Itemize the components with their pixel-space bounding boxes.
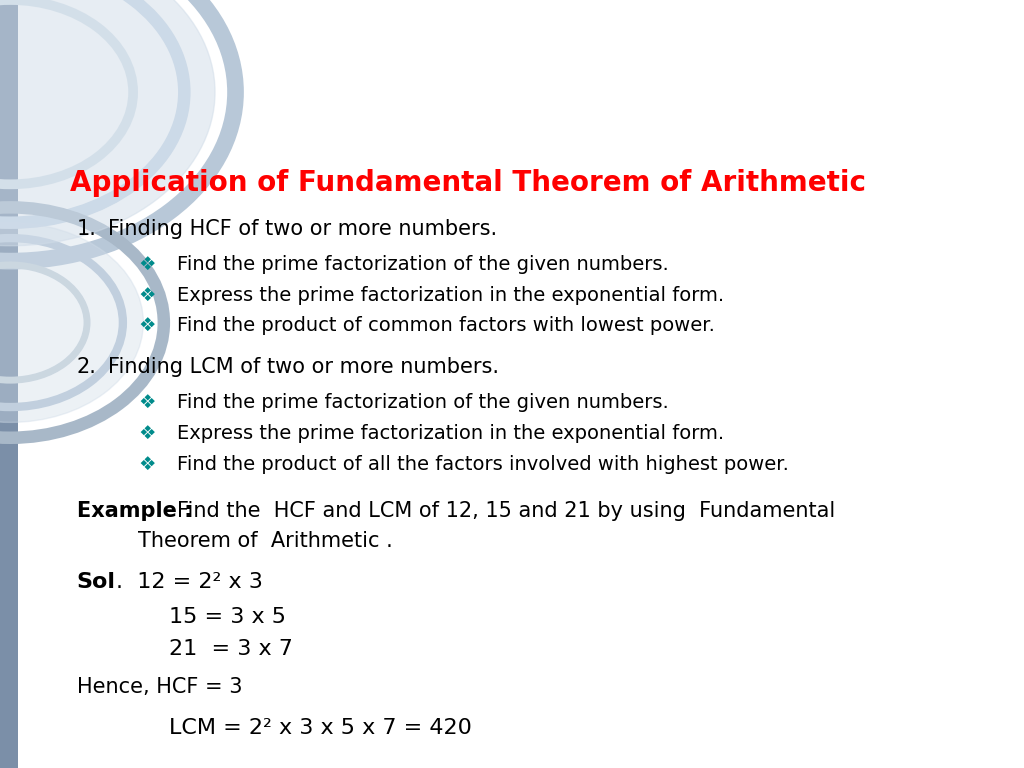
Text: Finding LCM of two or more numbers.: Finding LCM of two or more numbers. xyxy=(108,357,499,377)
Text: Find the prime factorization of the given numbers.: Find the prime factorization of the give… xyxy=(177,393,669,412)
Text: 1.: 1. xyxy=(77,219,96,239)
Circle shape xyxy=(0,0,215,246)
Text: Find the product of all the factors involved with highest power.: Find the product of all the factors invo… xyxy=(177,455,790,474)
Text: Application of Fundamental Theorem of Arithmetic: Application of Fundamental Theorem of Ar… xyxy=(70,169,865,197)
Text: Sol: Sol xyxy=(77,572,116,592)
FancyBboxPatch shape xyxy=(0,0,18,768)
Text: ❖: ❖ xyxy=(138,424,156,443)
Text: 21  = 3 x 7: 21 = 3 x 7 xyxy=(169,639,293,659)
Text: Find the product of common factors with lowest power.: Find the product of common factors with … xyxy=(177,316,715,336)
Text: Hence, HCF = 3: Hence, HCF = 3 xyxy=(77,677,243,697)
Circle shape xyxy=(0,223,143,422)
Text: ❖: ❖ xyxy=(138,286,156,305)
Text: 15 = 3 x 5: 15 = 3 x 5 xyxy=(169,607,286,627)
Text: ❖: ❖ xyxy=(138,316,156,336)
Text: Express the prime factorization in the exponential form.: Express the prime factorization in the e… xyxy=(177,286,724,305)
Text: ❖: ❖ xyxy=(138,455,156,474)
Text: .  12 = 2² x 3: . 12 = 2² x 3 xyxy=(116,572,262,592)
Text: Find the  HCF and LCM of 12, 15 and 21 by using  Fundamental: Find the HCF and LCM of 12, 15 and 21 by… xyxy=(177,501,836,521)
Text: Theorem of  Arithmetic .: Theorem of Arithmetic . xyxy=(138,531,393,551)
Text: ❖: ❖ xyxy=(138,255,156,274)
Text: Find the prime factorization of the given numbers.: Find the prime factorization of the give… xyxy=(177,255,669,274)
Text: 2.: 2. xyxy=(77,357,96,377)
Text: Example :: Example : xyxy=(77,501,193,521)
Text: LCM = 2² x 3 x 5 x 7 = 420: LCM = 2² x 3 x 5 x 7 = 420 xyxy=(169,718,472,738)
Text: ❖: ❖ xyxy=(138,393,156,412)
Text: Finding HCF of two or more numbers.: Finding HCF of two or more numbers. xyxy=(108,219,497,239)
Text: Express the prime factorization in the exponential form.: Express the prime factorization in the e… xyxy=(177,424,724,443)
